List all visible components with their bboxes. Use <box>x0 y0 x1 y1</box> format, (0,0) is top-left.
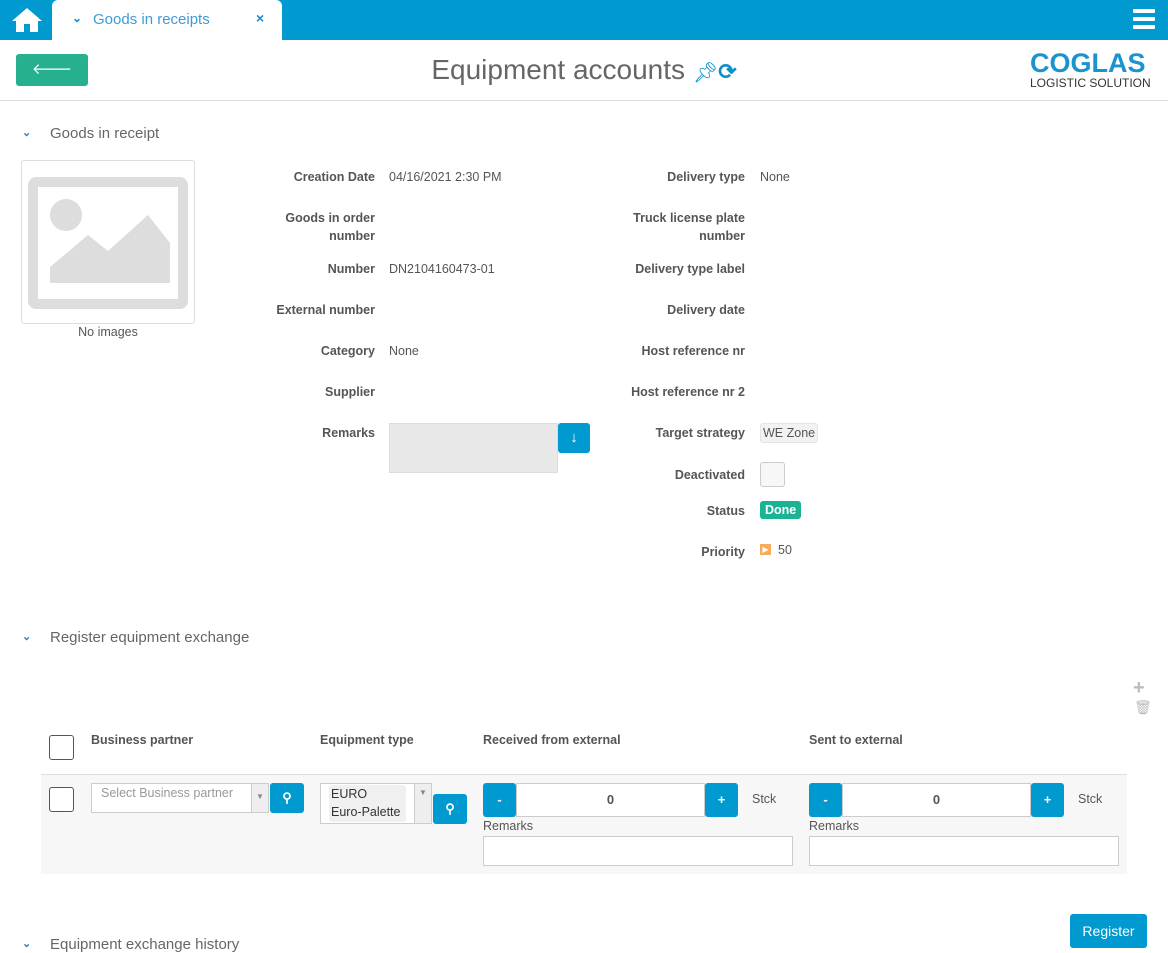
column-header: Business partner <box>91 733 194 747</box>
arrow-left-icon: 🡐 <box>31 61 73 78</box>
no-images-text: No images <box>78 325 138 339</box>
remarks-label: Remarks <box>483 819 534 833</box>
divider <box>0 100 1168 101</box>
remarks-field[interactable] <box>389 423 558 473</box>
field-label: Host reference nr <box>641 344 745 358</box>
logo: COGLAS LOGISTIC SOLUTION <box>1030 48 1151 90</box>
trash-icon[interactable]: 🗑︎ <box>1134 699 1152 715</box>
field-value: None <box>389 344 419 358</box>
chevron-down-icon[interactable]: ⌄ <box>72 11 83 25</box>
column-header: Equipment type <box>320 733 414 747</box>
row-checkbox[interactable] <box>49 787 74 812</box>
field-label: Category <box>320 344 375 358</box>
field-label: Remarks <box>322 426 375 440</box>
dropdown-arrow-icon: ▼ <box>251 784 268 812</box>
field-value: 04/16/2021 2:30 PM <box>389 170 502 184</box>
sent-decrement-button[interactable]: - <box>809 783 842 817</box>
field-label: Truck license plate number <box>633 211 745 243</box>
chevron-down-icon: ⌄ <box>22 631 32 643</box>
priority-value: 50 <box>778 543 792 557</box>
business-partner-select[interactable]: Select Business partner ▼ <box>91 783 269 813</box>
received-input[interactable]: 0 <box>516 783 705 817</box>
field-label: Delivery date <box>667 303 745 317</box>
section-equipment-exchange-history[interactable]: ⌄ Equipment exchange history <box>22 936 240 953</box>
back-button[interactable]: 🡐 Back <box>16 54 88 110</box>
dropdown-arrow-icon: ▼ <box>414 784 431 823</box>
status-badge: Done <box>760 501 802 519</box>
column-header: Sent to external <box>809 733 903 747</box>
register-button[interactable]: Register <box>1070 914 1147 948</box>
field-label: Delivery type <box>667 170 745 184</box>
arrow-down-icon[interactable]: ↓ <box>558 423 590 453</box>
home-icon[interactable] <box>10 6 44 34</box>
field-label: Deactivated <box>674 468 745 482</box>
close-icon[interactable]: × <box>256 10 265 26</box>
remarks-label: Remarks <box>809 819 860 833</box>
sent-remarks-input[interactable] <box>809 836 1119 866</box>
priority-icon: ▶ <box>760 544 771 555</box>
field-label: Goods in order number <box>285 211 375 243</box>
pin-icon[interactable]: 📌︎ <box>692 62 719 84</box>
add-icon[interactable]: + <box>1133 677 1145 699</box>
deactivated-checkbox[interactable] <box>760 462 785 487</box>
field-label: Supplier <box>324 385 375 399</box>
page-title: Equipment accounts 📌︎⟳ <box>431 54 737 85</box>
field-label: Priority <box>701 545 745 559</box>
received-remarks-input[interactable] <box>483 836 793 866</box>
field-label: Delivery type label <box>635 262 745 276</box>
hamburger-icon[interactable] <box>1133 9 1155 29</box>
image-placeholder <box>21 160 195 324</box>
target-strategy-value: WE Zone <box>760 423 819 443</box>
field-label: Number <box>327 262 375 276</box>
refresh-icon[interactable]: ⟳ <box>718 59 737 84</box>
chevron-down-icon: ⌄ <box>22 127 32 139</box>
back-label: Back <box>35 93 69 110</box>
unit-label: Stck <box>1078 792 1103 806</box>
search-partner-button[interactable]: ⚲ <box>270 783 304 813</box>
equipment-type-select[interactable]: EURO Euro-Palette ▼ <box>320 783 432 824</box>
field-label: External number <box>276 303 375 317</box>
unit-label: Stck <box>752 792 777 806</box>
sent-increment-button[interactable]: + <box>1031 783 1064 817</box>
field-label: Target strategy <box>655 426 745 440</box>
field-label: Host reference nr 2 <box>631 385 745 399</box>
field-value: DN2104160473-01 <box>389 262 495 276</box>
received-increment-button[interactable]: + <box>705 783 738 817</box>
received-decrement-button[interactable]: - <box>483 783 516 817</box>
section-register-equipment-exchange[interactable]: ⌄ Register equipment exchange <box>22 629 250 646</box>
search-icon: ⚲ <box>282 790 292 805</box>
section-goods-in-receipt[interactable]: ⌄ Goods in receipt <box>22 125 160 142</box>
search-icon: ⚲ <box>445 801 455 816</box>
select-all-checkbox[interactable] <box>49 735 74 760</box>
search-equipment-button[interactable]: ⚲ <box>433 794 467 824</box>
sent-input[interactable]: 0 <box>842 783 1031 817</box>
tab-goods-in-receipts[interactable]: ⌄ Goods in receipts × <box>52 0 282 40</box>
field-label: Status <box>706 504 745 518</box>
field-label: Creation Date <box>293 170 375 184</box>
column-header: Received from external <box>483 733 621 747</box>
tab-label: Goods in receipts <box>93 11 210 28</box>
chevron-down-icon: ⌄ <box>22 938 32 950</box>
field-value: None <box>760 170 790 184</box>
